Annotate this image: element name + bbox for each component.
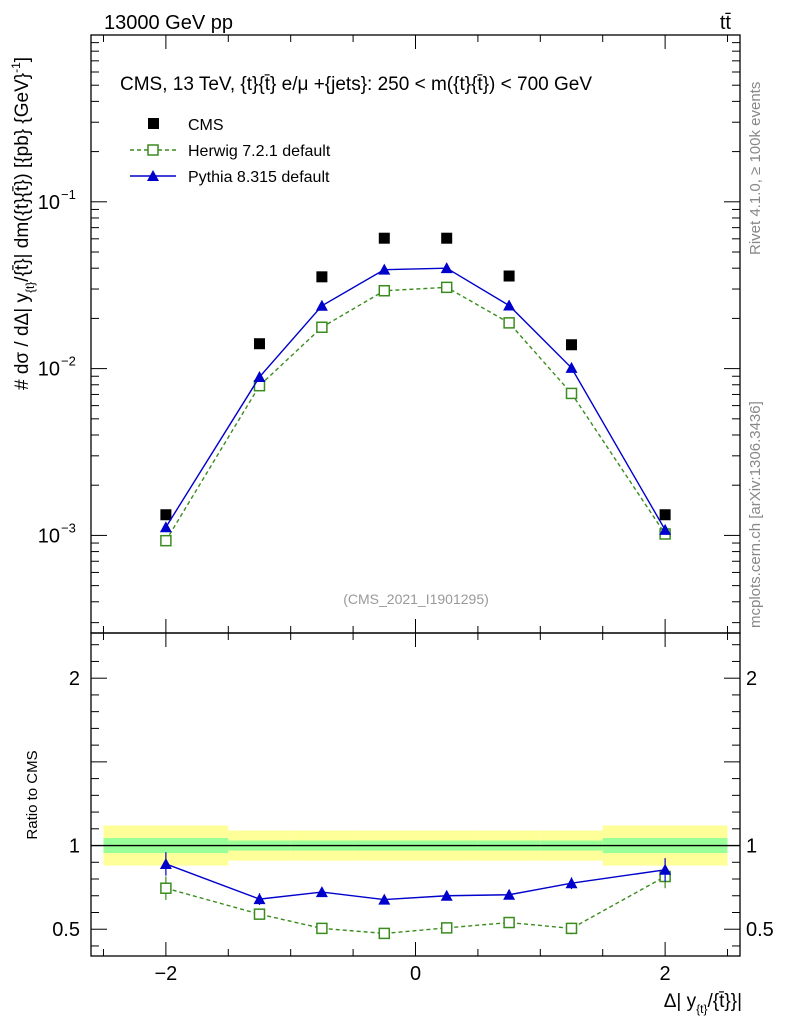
y-tick-label-exponent: −3 <box>61 520 76 535</box>
ratio-point-s1-4 <box>440 922 453 934</box>
main-point-s2-2 <box>315 299 328 311</box>
x-label-sub: {t} <box>696 1002 707 1016</box>
ratio-tick-label-right: 1 <box>746 836 757 858</box>
main-point-s0-6 <box>566 339 578 351</box>
ratio-point-s2-3 <box>378 893 391 905</box>
main-point-s0-0 <box>160 509 172 521</box>
x-tick-label: 2 <box>660 963 671 985</box>
ratio-series-line-2 <box>165 863 666 901</box>
ratio-tick-label-left: 0.5 <box>52 919 80 941</box>
main-point-s1-4 <box>440 281 453 294</box>
mcplots-reference-label: mcplots.cern.ch [arXiv:1306.3436] <box>747 401 764 628</box>
main-point-s2-7 <box>659 523 672 535</box>
ratio-point-s2-2 <box>315 886 328 898</box>
ratio-tick-label-left: 1 <box>69 836 80 858</box>
y-tick-label-exponent: −2 <box>61 354 76 369</box>
main-point-s1-5 <box>503 317 515 329</box>
ratio-point-s1-3 <box>378 927 391 940</box>
y-tick-label: 10 <box>38 359 60 381</box>
main-point-s0-5 <box>503 270 515 282</box>
main-point-s0-3 <box>378 232 390 244</box>
x-label-main: Δ| y <box>664 991 697 1012</box>
header-energy-label: 13000 GeV pp <box>104 12 233 34</box>
ratio-point-s2-4 <box>440 889 453 901</box>
main-series-line-1 <box>165 286 666 542</box>
ratio-tick-label-left: 2 <box>69 668 80 690</box>
x-label-tail: /{t̄}}| <box>707 991 742 1012</box>
y-tick-label-exponent: −1 <box>61 187 76 202</box>
main-point-s0-1 <box>253 338 265 350</box>
legend-cms-label: CMS <box>188 117 224 134</box>
y-label-main: # dσ / dΔ| y <box>12 293 33 390</box>
x-axis-label: Δ| y{t}/{t̄}}| <box>664 991 742 1016</box>
main-point-s2-0 <box>159 521 172 533</box>
main-y-axis-label: # dσ / dΔ| y{t}/{t̄}| dm({t}{t̄}) [{pb} … <box>9 57 37 390</box>
main-point-s1-6 <box>565 387 578 400</box>
ratio-point-s2-5 <box>503 888 516 900</box>
main-point-s1-3 <box>378 284 391 297</box>
ratio-point-s1-1 <box>253 908 266 920</box>
main-series-line-2 <box>165 267 666 531</box>
ratio-point-s1-6 <box>565 922 578 935</box>
main-point-s1-2 <box>316 321 328 333</box>
tick-labels: −2 0 210−310−210 −10.5 0.51 12 2 <box>38 187 774 985</box>
y-label-tail: /{t̄}| dm({t}{t̄}) [{pb} {GeV} <box>12 73 33 282</box>
main-point-s2-5 <box>503 299 516 311</box>
y-tick-label: 10 <box>38 525 60 547</box>
main-point-s2-4 <box>440 262 453 274</box>
ratio-uncertainty-band <box>91 825 740 866</box>
ratio-point-s1-0 <box>160 882 172 894</box>
ratio-y-axis-label: Ratio to CMS <box>24 750 41 839</box>
main-point-s0-2 <box>316 271 328 283</box>
main-plot-series <box>159 232 672 547</box>
main-point-s2-6 <box>565 361 578 373</box>
ratio-series-line-1 <box>165 875 666 935</box>
legend-pythia-label: Pythia 8.315 default <box>188 169 330 186</box>
main-point-s2-1 <box>253 371 266 383</box>
legend: CMS Herwig 7.2.1 default Pythia 8.315 de… <box>130 117 331 186</box>
ratio-point-s2-7 <box>659 863 672 875</box>
legend-herwig-marker <box>147 144 159 156</box>
main-point-s0-7 <box>659 509 671 521</box>
header-process-label: tt̄ <box>720 12 732 34</box>
ratio-point-s2-1 <box>253 893 266 905</box>
x-tick-label: 0 <box>410 963 421 985</box>
rivet-version-label: Rivet 4.1.0, ≥ 100k events <box>747 82 764 255</box>
main-point-s1-0 <box>160 534 172 547</box>
ratio-point-s2-0 <box>159 857 172 869</box>
y-tick-label: 10 <box>38 192 60 214</box>
ratio-tick-label-right: 2 <box>746 668 757 690</box>
legend-pythia-marker <box>147 170 159 181</box>
y-label-close: ] <box>12 57 33 62</box>
ratio-tick-label-right: 0.5 <box>746 919 774 941</box>
ratio-point-s1-2 <box>316 922 328 935</box>
x-tick-label: −2 <box>154 963 177 985</box>
svg-text:# dσ / dΔ| y{t}/{t̄}| dm({t}: # dσ / dΔ| y{t}/{t̄}| dm({t}{t̄}) [{pb} … <box>9 57 37 390</box>
analysis-watermark: (CMS_2021_I1901295) <box>343 591 489 607</box>
main-point-s2-3 <box>378 263 391 275</box>
main-point-s0-4 <box>441 232 453 244</box>
chart-title: CMS, 13 TeV, {t}{t̄} e/μ +{jets}: 250 < … <box>120 74 592 95</box>
ratio-point-s1-5 <box>503 916 515 929</box>
ratio-plot-series <box>159 852 672 940</box>
ratio-plot-frame <box>90 632 741 957</box>
ratio-axis-ticks <box>91 633 740 956</box>
y-label-sub: {t} <box>23 282 37 293</box>
y-label-exp: -1 <box>9 62 23 73</box>
ratio-point-s2-6 <box>565 877 578 889</box>
legend-cms-marker <box>148 118 159 129</box>
legend-herwig-label: Herwig 7.2.1 default <box>188 143 331 160</box>
